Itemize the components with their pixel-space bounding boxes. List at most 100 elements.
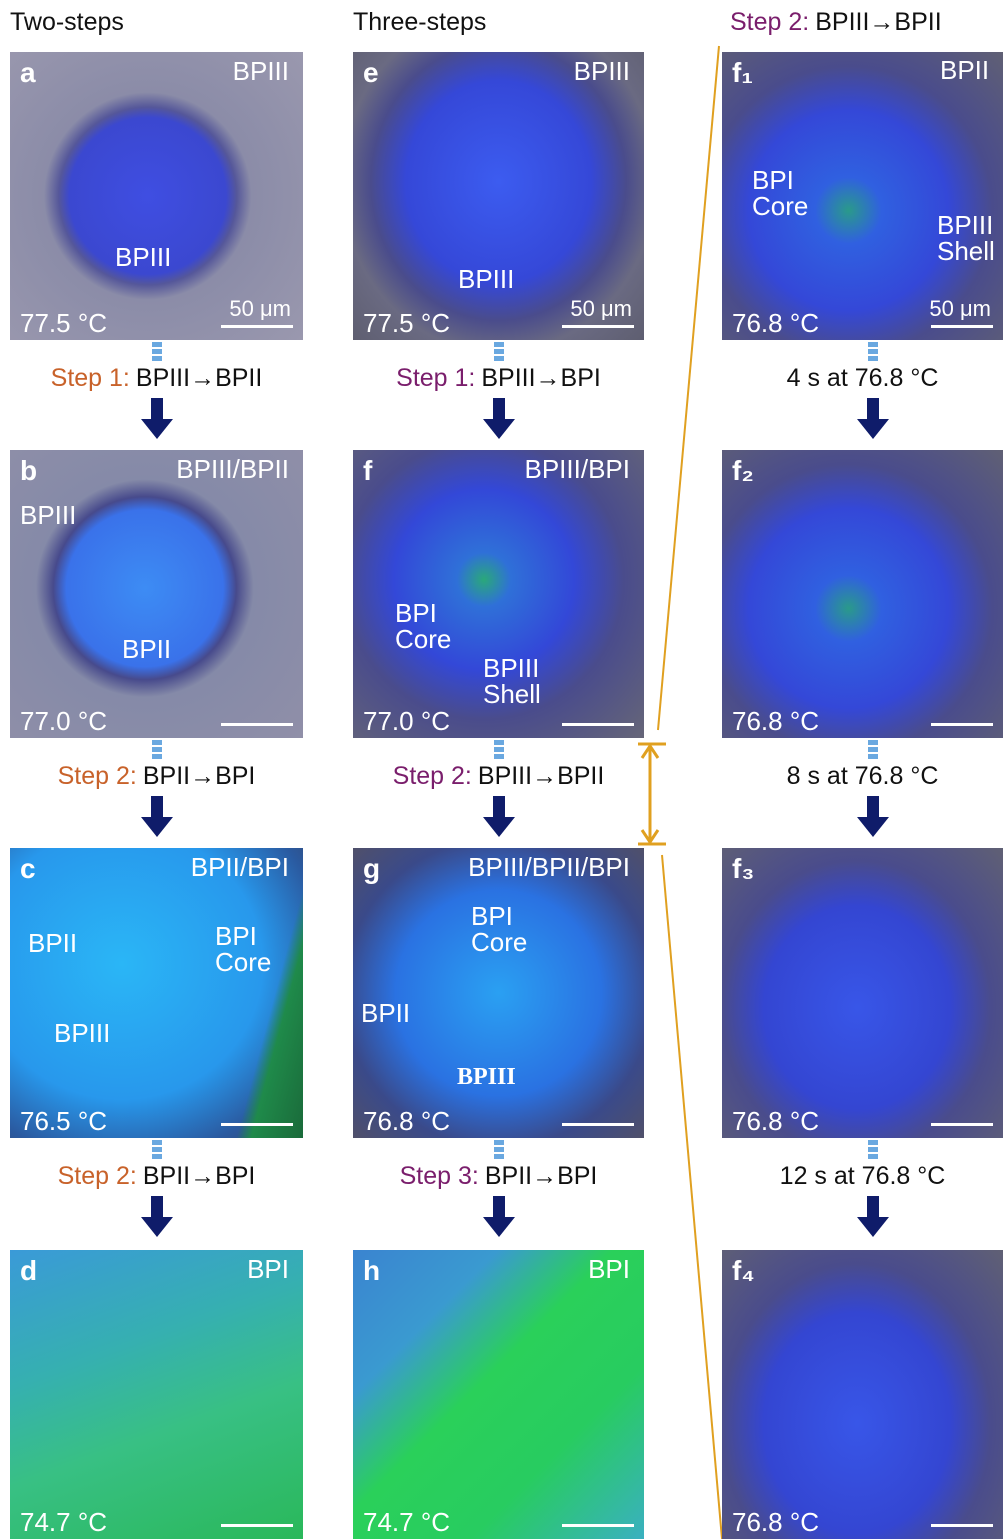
phase-label: BPIII/BPII/BPI — [468, 854, 630, 880]
step-text: 8 s at 76.8 °C — [682, 762, 1003, 791]
step-text: Step 1:BPIII→BPI — [313, 364, 684, 393]
region-label: BPII — [122, 636, 171, 662]
heading-transition: BPIII→BPII — [815, 8, 941, 36]
phase-label: BPIII/BPII — [176, 456, 289, 482]
panel-letter: c — [20, 856, 36, 882]
step-duration: 8 s at 76.8 °C — [787, 762, 939, 790]
arrow-head — [141, 817, 173, 837]
region-label: BPIII — [458, 266, 514, 292]
region-label: BPII — [940, 57, 989, 83]
step-text: Step 2:BPII→BPI — [0, 762, 343, 791]
panel-letter: f — [363, 458, 372, 484]
scale-bar — [931, 1123, 993, 1126]
zoom-line — [662, 855, 722, 1539]
scale-bar — [931, 723, 993, 726]
arrow-shaft — [867, 398, 879, 420]
panel-letter: f₁ — [732, 60, 753, 86]
region-label: BPI Core — [471, 903, 541, 955]
phase-label: BPI — [247, 1256, 289, 1282]
step-text: Step 2:BPII→BPI — [0, 1162, 343, 1191]
panel-letter: d — [20, 1258, 37, 1284]
dash-marker — [494, 342, 504, 362]
step-text: Step 1:BPIII→BPII — [0, 364, 343, 393]
step-label: Step 2: — [58, 762, 137, 790]
arrow-shaft — [867, 1196, 879, 1218]
region-label: BPIII Shell — [937, 212, 1003, 264]
phase-label: BPIII — [574, 58, 630, 84]
step-transition: BPII→BPI — [143, 762, 256, 790]
region-label: BPI Core — [752, 167, 822, 219]
scale-bar — [562, 723, 634, 726]
step-duration: 4 s at 76.8 °C — [787, 364, 939, 392]
dash-marker — [152, 342, 162, 362]
arrow-head — [483, 1217, 515, 1237]
panel-letter: a — [20, 60, 36, 86]
arrow-head — [483, 419, 515, 439]
temperature: 76.5 °C — [20, 1108, 107, 1134]
panel-letter: h — [363, 1258, 380, 1284]
step-text: Step 3:BPII→BPI — [313, 1162, 684, 1191]
column-heading: Two-steps — [10, 8, 124, 37]
step-transition: BPIII→BPII — [478, 762, 604, 790]
phase-label: BPII/BPI — [191, 854, 289, 880]
dash-marker — [494, 740, 504, 760]
arrow-head — [857, 419, 889, 439]
column-heading: Step 2:BPIII→BPII — [730, 8, 942, 37]
arrow-shaft — [151, 796, 163, 818]
temperature: 77.0 °C — [363, 708, 450, 734]
micrograph-panel: f₄ 76.8 °C — [722, 1250, 1003, 1539]
step-label: Step 3: — [400, 1162, 479, 1190]
step-transition: BPIII→BPII — [136, 364, 262, 392]
step-text: 4 s at 76.8 °C — [682, 364, 1003, 393]
phase-label: BPIII/BPI — [525, 456, 631, 482]
region-label: BPII — [361, 1000, 410, 1026]
scale-label: 50 μm — [229, 296, 291, 322]
scale-bar — [931, 325, 993, 328]
step-text: Step 2:BPIII→BPII — [313, 762, 684, 791]
panel-letter: e — [363, 60, 379, 86]
arrow-head — [483, 817, 515, 837]
phase-label: BPIII — [233, 58, 289, 84]
step-label: Step 1: — [396, 364, 475, 392]
scale-bar — [221, 325, 293, 328]
column-heading: Three-steps — [353, 8, 486, 37]
step-label: Step 2: — [58, 1162, 137, 1190]
temperature: 76.8 °C — [732, 1108, 819, 1134]
step-label: Step 2: — [393, 762, 472, 790]
dash-marker — [868, 740, 878, 760]
micrograph-panel: f₃ 76.8 °C — [722, 848, 1003, 1138]
region-label: BPIII — [115, 244, 171, 270]
panel-letter: f₃ — [732, 856, 754, 882]
scale-bar — [562, 325, 634, 328]
region-label: BPI Core — [215, 923, 285, 975]
temperature: 77.5 °C — [363, 310, 450, 336]
temperature: 77.0 °C — [20, 708, 107, 734]
region-label: BPIII — [20, 502, 76, 528]
arrow-shaft — [151, 1196, 163, 1218]
step-transition: BPII→BPI — [485, 1162, 598, 1190]
panel-letter: f₂ — [732, 458, 754, 484]
arrow-head — [857, 1217, 889, 1237]
arrow-shaft — [493, 796, 505, 818]
region-label: BPII — [28, 930, 77, 956]
scale-bar — [931, 1524, 993, 1527]
panel-letter: f₄ — [732, 1258, 755, 1284]
scale-bar — [221, 723, 293, 726]
arrow-head — [141, 419, 173, 439]
step-label: Step 1: — [51, 364, 130, 392]
figure: Two-stepsaBPIIIBPIII77.5 °C50 μmbBPIII/B… — [0, 0, 1003, 1539]
region-label: BPI Core — [395, 600, 465, 652]
dash-marker — [152, 1140, 162, 1160]
step-transition: BPIII→BPI — [481, 364, 600, 392]
panel-letter: g — [363, 856, 380, 882]
dash-marker — [868, 342, 878, 362]
temperature: 76.8 °C — [732, 1509, 819, 1535]
step-transition: BPII→BPI — [143, 1162, 256, 1190]
step-duration: 12 s at 76.8 °C — [780, 1162, 946, 1190]
temperature: 76.8 °C — [732, 310, 819, 336]
